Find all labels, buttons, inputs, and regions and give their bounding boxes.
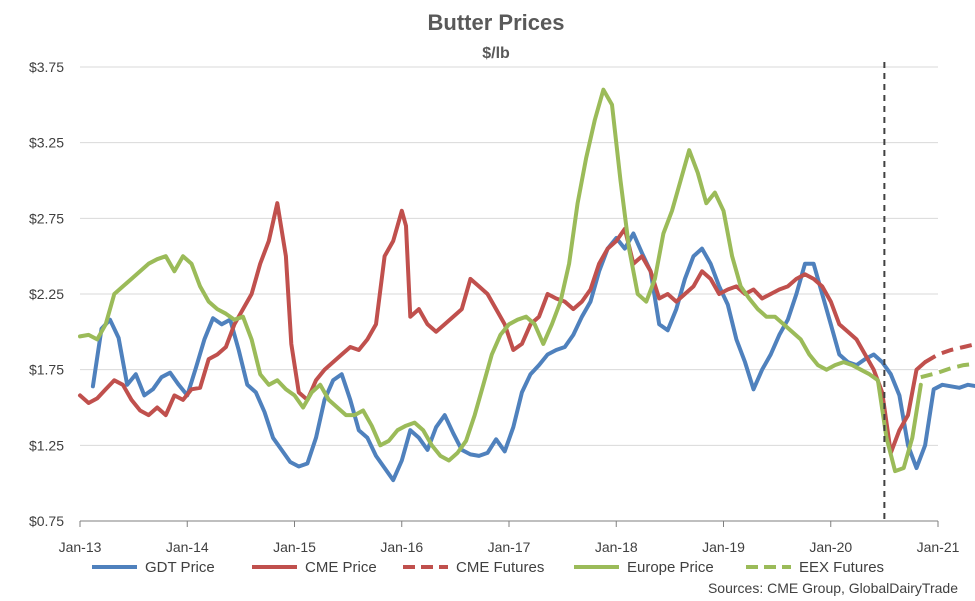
legend-item-cme-price: CME Price (252, 559, 377, 576)
source-note: Sources: CME Group, GlobalDairyTrade (708, 580, 958, 596)
y-tick-label: $1.25 (29, 437, 64, 453)
y-axis-ticks: $0.75 $1.25 $1.75 $2.25 $2.75 $3.25 $3.75 (29, 59, 64, 529)
x-tick-label: Jan-20 (809, 539, 852, 555)
series-line-europe-price (78, 87, 923, 474)
x-tick-label: Jan-21 (917, 539, 960, 555)
legend-label-eex-futures: EEX Futures (799, 559, 884, 576)
series-line-cme-futures (924, 342, 975, 364)
legend-label-cme-futures: CME Futures (456, 559, 544, 576)
y-tick-label: $3.75 (29, 59, 64, 75)
legend-item-eex-futures: EEX Futures (746, 559, 884, 576)
y-tick-label: $3.25 (29, 135, 64, 151)
gridlines (80, 66, 938, 522)
series-line-eex-futures (920, 361, 975, 380)
series-line-cme-price (78, 201, 928, 455)
x-tick-label: Jan-19 (702, 539, 745, 555)
legend-label-cme-price: CME Price (305, 559, 377, 576)
chart-subtitle: $/lb (482, 45, 510, 62)
x-tick-label: Jan-13 (59, 539, 102, 555)
legend-item-europe-price: Europe Price (574, 559, 714, 576)
x-tick-label: Jan-17 (488, 539, 531, 555)
x-tick-label: Jan-16 (380, 539, 423, 555)
y-tick-label: $1.75 (29, 362, 64, 378)
chart-title: Butter Prices (428, 10, 565, 35)
y-tick-label: $2.25 (29, 286, 64, 302)
legend-label-gdt-price: GDT Price (145, 559, 215, 576)
y-tick-label: $0.75 (29, 513, 64, 529)
x-tick-label: Jan-15 (273, 539, 316, 555)
x-axis-ticks: Jan-13 Jan-14 Jan-15 Jan-16 Jan-17 Jan-18 Jan-… (59, 521, 960, 555)
x-tick-label: Jan-14 (166, 539, 209, 555)
x-tick-label: Jan-18 (595, 539, 638, 555)
legend: GDT Price CME Price CME Futures Europe P… (92, 559, 884, 576)
legend-item-cme-futures: CME Futures (403, 559, 544, 576)
legend-item-gdt-price: GDT Price (92, 559, 215, 576)
series-lines (78, 87, 975, 483)
y-tick-label: $2.75 (29, 210, 64, 226)
series-line-gdt-price (90, 231, 975, 483)
legend-label-europe-price: Europe Price (627, 559, 714, 576)
